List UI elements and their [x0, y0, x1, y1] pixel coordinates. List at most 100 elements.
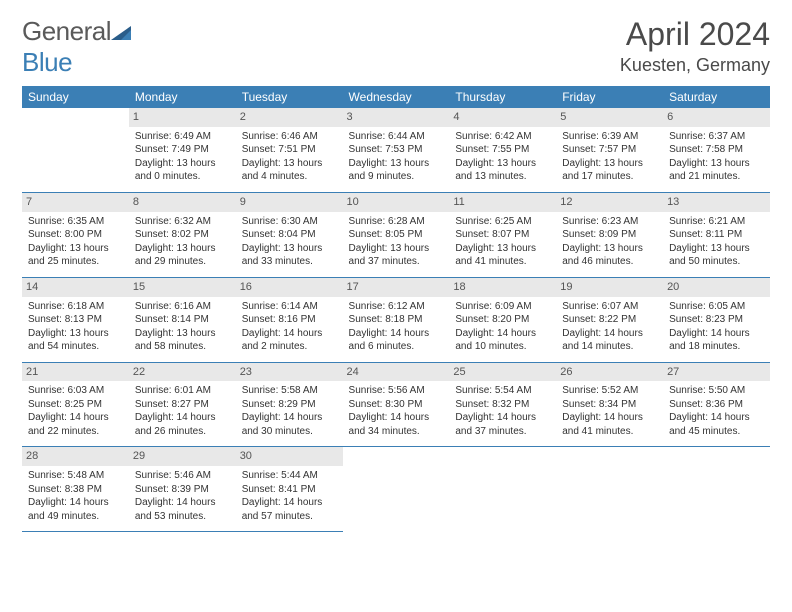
calendar-day: 21Sunrise: 6:03 AMSunset: 8:25 PMDayligh… — [22, 362, 129, 447]
sunset-text: Sunset: 7:53 PM — [349, 143, 444, 157]
sunset-text: Sunset: 8:29 PM — [242, 398, 337, 412]
day-number: 10 — [343, 193, 450, 212]
sunrise-text: Sunrise: 6:18 AM — [28, 300, 123, 314]
daylight-text: Daylight: 14 hours and 2 minutes. — [242, 327, 337, 354]
calendar-day: 24Sunrise: 5:56 AMSunset: 8:30 PMDayligh… — [343, 362, 450, 447]
day-number: 9 — [236, 193, 343, 212]
daylight-text: Daylight: 13 hours and 37 minutes. — [349, 242, 444, 269]
logo-triangle-icon — [111, 16, 131, 47]
calendar-day: 7Sunrise: 6:35 AMSunset: 8:00 PMDaylight… — [22, 192, 129, 277]
daylight-text: Daylight: 13 hours and 41 minutes. — [455, 242, 550, 269]
sunset-text: Sunset: 8:36 PM — [669, 398, 764, 412]
logo: GeneralBlue — [22, 16, 131, 78]
sunrise-text: Sunrise: 5:58 AM — [242, 384, 337, 398]
day-number: 17 — [343, 278, 450, 297]
daylight-text: Daylight: 14 hours and 22 minutes. — [28, 411, 123, 438]
day-number: 20 — [663, 278, 770, 297]
sunset-text: Sunset: 8:20 PM — [455, 313, 550, 327]
calendar-day: 12 Sunrise: 6:23 AMSunset: 8:09 PMDayligh… — [556, 192, 663, 277]
day-number: 30 — [236, 447, 343, 466]
weekday-header: Wednesday — [343, 86, 450, 108]
day-number: 15 — [129, 278, 236, 297]
title-block: April 2024 Kuesten, Germany — [620, 16, 770, 76]
calendar-day: 23Sunrise: 5:58 AMSunset: 8:29 PMDayligh… — [236, 362, 343, 447]
weekday-header: Friday — [556, 86, 663, 108]
day-number: 7 — [22, 193, 129, 212]
sunrise-text: Sunrise: 5:54 AM — [455, 384, 550, 398]
daylight-text: Daylight: 13 hours and 17 minutes. — [562, 157, 657, 184]
logo-text-general: General — [22, 16, 111, 46]
daylight-text: Daylight: 14 hours and 14 minutes. — [562, 327, 657, 354]
sunset-text: Sunset: 8:41 PM — [242, 483, 337, 497]
sunset-text: Sunset: 8:00 PM — [28, 228, 123, 242]
sunrise-text: Sunrise: 6:21 AM — [669, 215, 764, 229]
sunrise-text: Sunrise: 6:49 AM — [135, 130, 230, 144]
calendar-day: 15Sunrise: 6:16 AMSunset: 8:14 PMDayligh… — [129, 277, 236, 362]
calendar-week: 1Sunrise: 6:49 AMSunset: 7:49 PMDaylight… — [22, 108, 770, 192]
sunrise-text: Sunrise: 5:46 AM — [135, 469, 230, 483]
daylight-text: Daylight: 14 hours and 26 minutes. — [135, 411, 230, 438]
daylight-text: Daylight: 14 hours and 10 minutes. — [455, 327, 550, 354]
sunrise-text: Sunrise: 6:25 AM — [455, 215, 550, 229]
daylight-text: Daylight: 14 hours and 41 minutes. — [562, 411, 657, 438]
sunset-text: Sunset: 8:13 PM — [28, 313, 123, 327]
daylight-text: Daylight: 13 hours and 9 minutes. — [349, 157, 444, 184]
daylight-text: Daylight: 14 hours and 34 minutes. — [349, 411, 444, 438]
day-number: 19 — [556, 278, 663, 297]
calendar-day: 9Sunrise: 6:30 AMSunset: 8:04 PMDaylight… — [236, 192, 343, 277]
sunrise-text: Sunrise: 6:14 AM — [242, 300, 337, 314]
sunset-text: Sunset: 8:25 PM — [28, 398, 123, 412]
calendar-day: 28Sunrise: 5:48 AMSunset: 8:38 PMDayligh… — [22, 447, 129, 532]
sunrise-text: Sunrise: 6:28 AM — [349, 215, 444, 229]
day-number: 13 — [663, 193, 770, 212]
sunrise-text: Sunrise: 6:03 AM — [28, 384, 123, 398]
day-number: 18 — [449, 278, 556, 297]
calendar-week: 7Sunrise: 6:35 AMSunset: 8:00 PMDaylight… — [22, 192, 770, 277]
weekday-header: Tuesday — [236, 86, 343, 108]
calendar-week: 14Sunrise: 6:18 AMSunset: 8:13 PMDayligh… — [22, 277, 770, 362]
calendar-day: 11Sunrise: 6:25 AMSunset: 8:07 PMDayligh… — [449, 192, 556, 277]
day-number: 22 — [129, 363, 236, 382]
day-number: 3 — [343, 108, 450, 127]
daylight-text: Daylight: 13 hours and 21 minutes. — [669, 157, 764, 184]
sunset-text: Sunset: 8:39 PM — [135, 483, 230, 497]
sunrise-text: Sunrise: 5:56 AM — [349, 384, 444, 398]
calendar-day: 16 Sunrise: 6:14 AMSunset: 8:16 PMDayligh… — [236, 277, 343, 362]
calendar-table: SundayMondayTuesdayWednesdayThursdayFrid… — [22, 86, 770, 532]
daylight-text: Daylight: 14 hours and 30 minutes. — [242, 411, 337, 438]
sunset-text: Sunset: 8:11 PM — [669, 228, 764, 242]
sunrise-text: Sunrise: 6:23 AM — [562, 215, 657, 229]
sunset-text: Sunset: 8:16 PM — [242, 313, 337, 327]
daylight-text: Daylight: 13 hours and 33 minutes. — [242, 242, 337, 269]
sunrise-text: Sunrise: 6:07 AM — [562, 300, 657, 314]
calendar-day: 30Sunrise: 5:44 AMSunset: 8:41 PMDayligh… — [236, 447, 343, 532]
sunset-text: Sunset: 8:22 PM — [562, 313, 657, 327]
daylight-text: Daylight: 13 hours and 46 minutes. — [562, 242, 657, 269]
sunrise-text: Sunrise: 6:37 AM — [669, 130, 764, 144]
day-number: 6 — [663, 108, 770, 127]
calendar-day: 8Sunrise: 6:32 AMSunset: 8:02 PMDaylight… — [129, 192, 236, 277]
day-number: 5 — [556, 108, 663, 127]
daylight-text: Daylight: 14 hours and 6 minutes. — [349, 327, 444, 354]
calendar-day: 1Sunrise: 6:49 AMSunset: 7:49 PMDaylight… — [129, 108, 236, 192]
sunrise-text: Sunrise: 6:01 AM — [135, 384, 230, 398]
day-number: 16 — [236, 278, 343, 297]
calendar-day: 26Sunrise: 5:52 AMSunset: 8:34 PMDayligh… — [556, 362, 663, 447]
sunrise-text: Sunrise: 6:05 AM — [669, 300, 764, 314]
day-number: 29 — [129, 447, 236, 466]
calendar-day: 3Sunrise: 6:44 AMSunset: 7:53 PMDaylight… — [343, 108, 450, 192]
sunset-text: Sunset: 8:32 PM — [455, 398, 550, 412]
sunset-text: Sunset: 8:09 PM — [562, 228, 657, 242]
calendar-day: 6Sunrise: 6:37 AMSunset: 7:58 PMDaylight… — [663, 108, 770, 192]
sunrise-text: Sunrise: 5:44 AM — [242, 469, 337, 483]
calendar-day: 4Sunrise: 6:42 AMSunset: 7:55 PMDaylight… — [449, 108, 556, 192]
day-number: 12 — [556, 193, 663, 212]
weekday-header: Thursday — [449, 86, 556, 108]
day-number: 27 — [663, 363, 770, 382]
day-number: 24 — [343, 363, 450, 382]
sunset-text: Sunset: 8:14 PM — [135, 313, 230, 327]
day-number: 26 — [556, 363, 663, 382]
calendar-day — [449, 447, 556, 532]
sunset-text: Sunset: 8:27 PM — [135, 398, 230, 412]
calendar-week: 21Sunrise: 6:03 AMSunset: 8:25 PMDayligh… — [22, 362, 770, 447]
